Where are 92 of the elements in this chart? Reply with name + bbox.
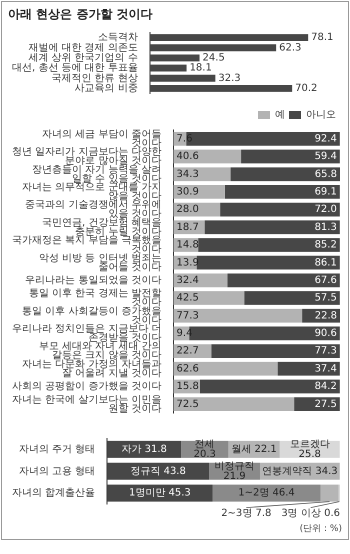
- bar: [241, 150, 340, 164]
- data-label: 24.5: [202, 52, 225, 64]
- bar: [244, 291, 340, 305]
- data-label: 연봉계약직 34.3: [262, 466, 338, 477]
- y-tick-label: 국제적인 한류 현상: [52, 72, 138, 84]
- legend-label: 아니오: [306, 110, 336, 121]
- bar: [174, 185, 225, 199]
- bar: [204, 220, 340, 234]
- data-label: 65.8: [314, 168, 337, 180]
- text: (단위 : %): [298, 523, 342, 535]
- data-label: 85.2: [314, 240, 337, 251]
- y-tick-label: 우리나라는 통일되었을 것이다: [25, 274, 162, 286]
- data-label: 57.5: [314, 292, 337, 304]
- data-label: 77.3: [314, 346, 337, 357]
- data-label: 1명미만 45.3: [128, 488, 191, 499]
- data-label: 전세 20.3: [194, 439, 216, 460]
- y-tick-label: 대선, 총선 등에 대한 투표율: [12, 62, 138, 74]
- bar: [230, 167, 340, 182]
- data-label: 92.4: [314, 133, 337, 144]
- data-label: 18.7: [176, 222, 199, 233]
- data-label: 62.3: [279, 42, 302, 54]
- data-label: 67.6: [314, 274, 337, 286]
- bar: [174, 150, 242, 164]
- y-tick-label: 세계 상위 한국기업의 수: [28, 52, 138, 64]
- bar: [150, 34, 308, 42]
- bar: [211, 344, 340, 358]
- bar: [150, 54, 200, 62]
- y-tick-label: 사교육의 비중: [74, 83, 138, 94]
- data-label: 22.8: [314, 310, 337, 322]
- bar: [320, 484, 339, 502]
- y-tick-label: 재벌에 대한 경제 의존도: [28, 42, 138, 54]
- y-tick-label: 소득격차: [98, 32, 138, 44]
- data-label: 40.6: [176, 151, 199, 162]
- y-tick-label: 자녀의 주거 형태: [18, 444, 96, 456]
- data-label: 72.0: [314, 204, 337, 216]
- bar: [174, 308, 302, 323]
- data-label: 32.4: [176, 274, 199, 286]
- bar: [174, 397, 294, 412]
- bar: [107, 462, 210, 480]
- data-label: 3명 이상 0.6: [281, 508, 340, 520]
- data-label: 42.5: [176, 292, 199, 304]
- bar: [174, 344, 212, 358]
- legend-label: 예: [275, 110, 285, 121]
- bar: [278, 362, 340, 376]
- y-tick-label: 악성 비방 등 인터넷 범죄는 줄어들 것이다: [38, 252, 162, 273]
- data-label: 78.1: [311, 32, 334, 44]
- y-tick-label: 사회의 공평함이 증가했을 것이다: [12, 381, 162, 392]
- data-label: 77.3: [176, 310, 199, 322]
- data-label: 28.0: [176, 204, 199, 216]
- y-tick-label: 자녀의 합계출산율: [12, 488, 96, 499]
- data-label: 모르겠다 25.8: [290, 439, 330, 460]
- bar: [174, 362, 278, 376]
- data-label: 14.8: [176, 240, 199, 251]
- data-label: 30.9: [176, 186, 199, 198]
- bar: [150, 44, 276, 52]
- bar: [224, 185, 340, 199]
- bar: [200, 380, 340, 394]
- bar: [212, 484, 320, 502]
- data-label: 18.1: [190, 62, 212, 74]
- data-label: 84.2: [314, 381, 337, 392]
- bar: [198, 238, 340, 252]
- chart-title: 아래 현상은 증가할 것이다: [8, 6, 154, 22]
- data-label: 86.1: [314, 257, 337, 268]
- data-label: 2~3명 7.8: [221, 508, 272, 520]
- bar: [220, 202, 340, 216]
- data-label: 1~2명 46.4: [238, 488, 295, 499]
- data-label: 90.6: [314, 328, 337, 339]
- data-label: 37.4: [314, 363, 337, 374]
- data-label: 15.8: [176, 381, 199, 392]
- y-tick-label: 자녀의 고용 형태: [18, 466, 96, 477]
- data-label: 69.1: [314, 186, 337, 198]
- data-label: 70.2: [295, 83, 318, 94]
- bar: [174, 291, 244, 305]
- y-tick-label: 자녀는 다문화 가정의 자녀들과 잘 어울려 지낼 것이다: [22, 358, 162, 379]
- data-label: 81.3: [314, 222, 337, 233]
- bar: [227, 273, 340, 288]
- data-label: 72.5: [176, 398, 199, 410]
- data-label: 22.7: [176, 346, 199, 357]
- bar: [150, 74, 216, 82]
- bar: [196, 256, 340, 270]
- bar: [150, 84, 292, 92]
- y-tick-label: 자녀는 한국에 살기보다는 이민을 원할 것이다: [12, 394, 162, 414]
- data-label: 62.6: [176, 363, 199, 374]
- data-label: 59.4: [314, 151, 337, 162]
- data-label: 27.5: [314, 398, 337, 410]
- data-label: 정규직 43.8: [130, 466, 186, 477]
- data-label: 월세 22.1: [231, 444, 277, 456]
- data-label: 32.3: [218, 72, 241, 84]
- data-label: 34.3: [176, 168, 199, 180]
- bar: [150, 64, 187, 72]
- data-label: 자가 31.8: [121, 444, 167, 456]
- data-label: 비정규직 21.9: [214, 460, 255, 482]
